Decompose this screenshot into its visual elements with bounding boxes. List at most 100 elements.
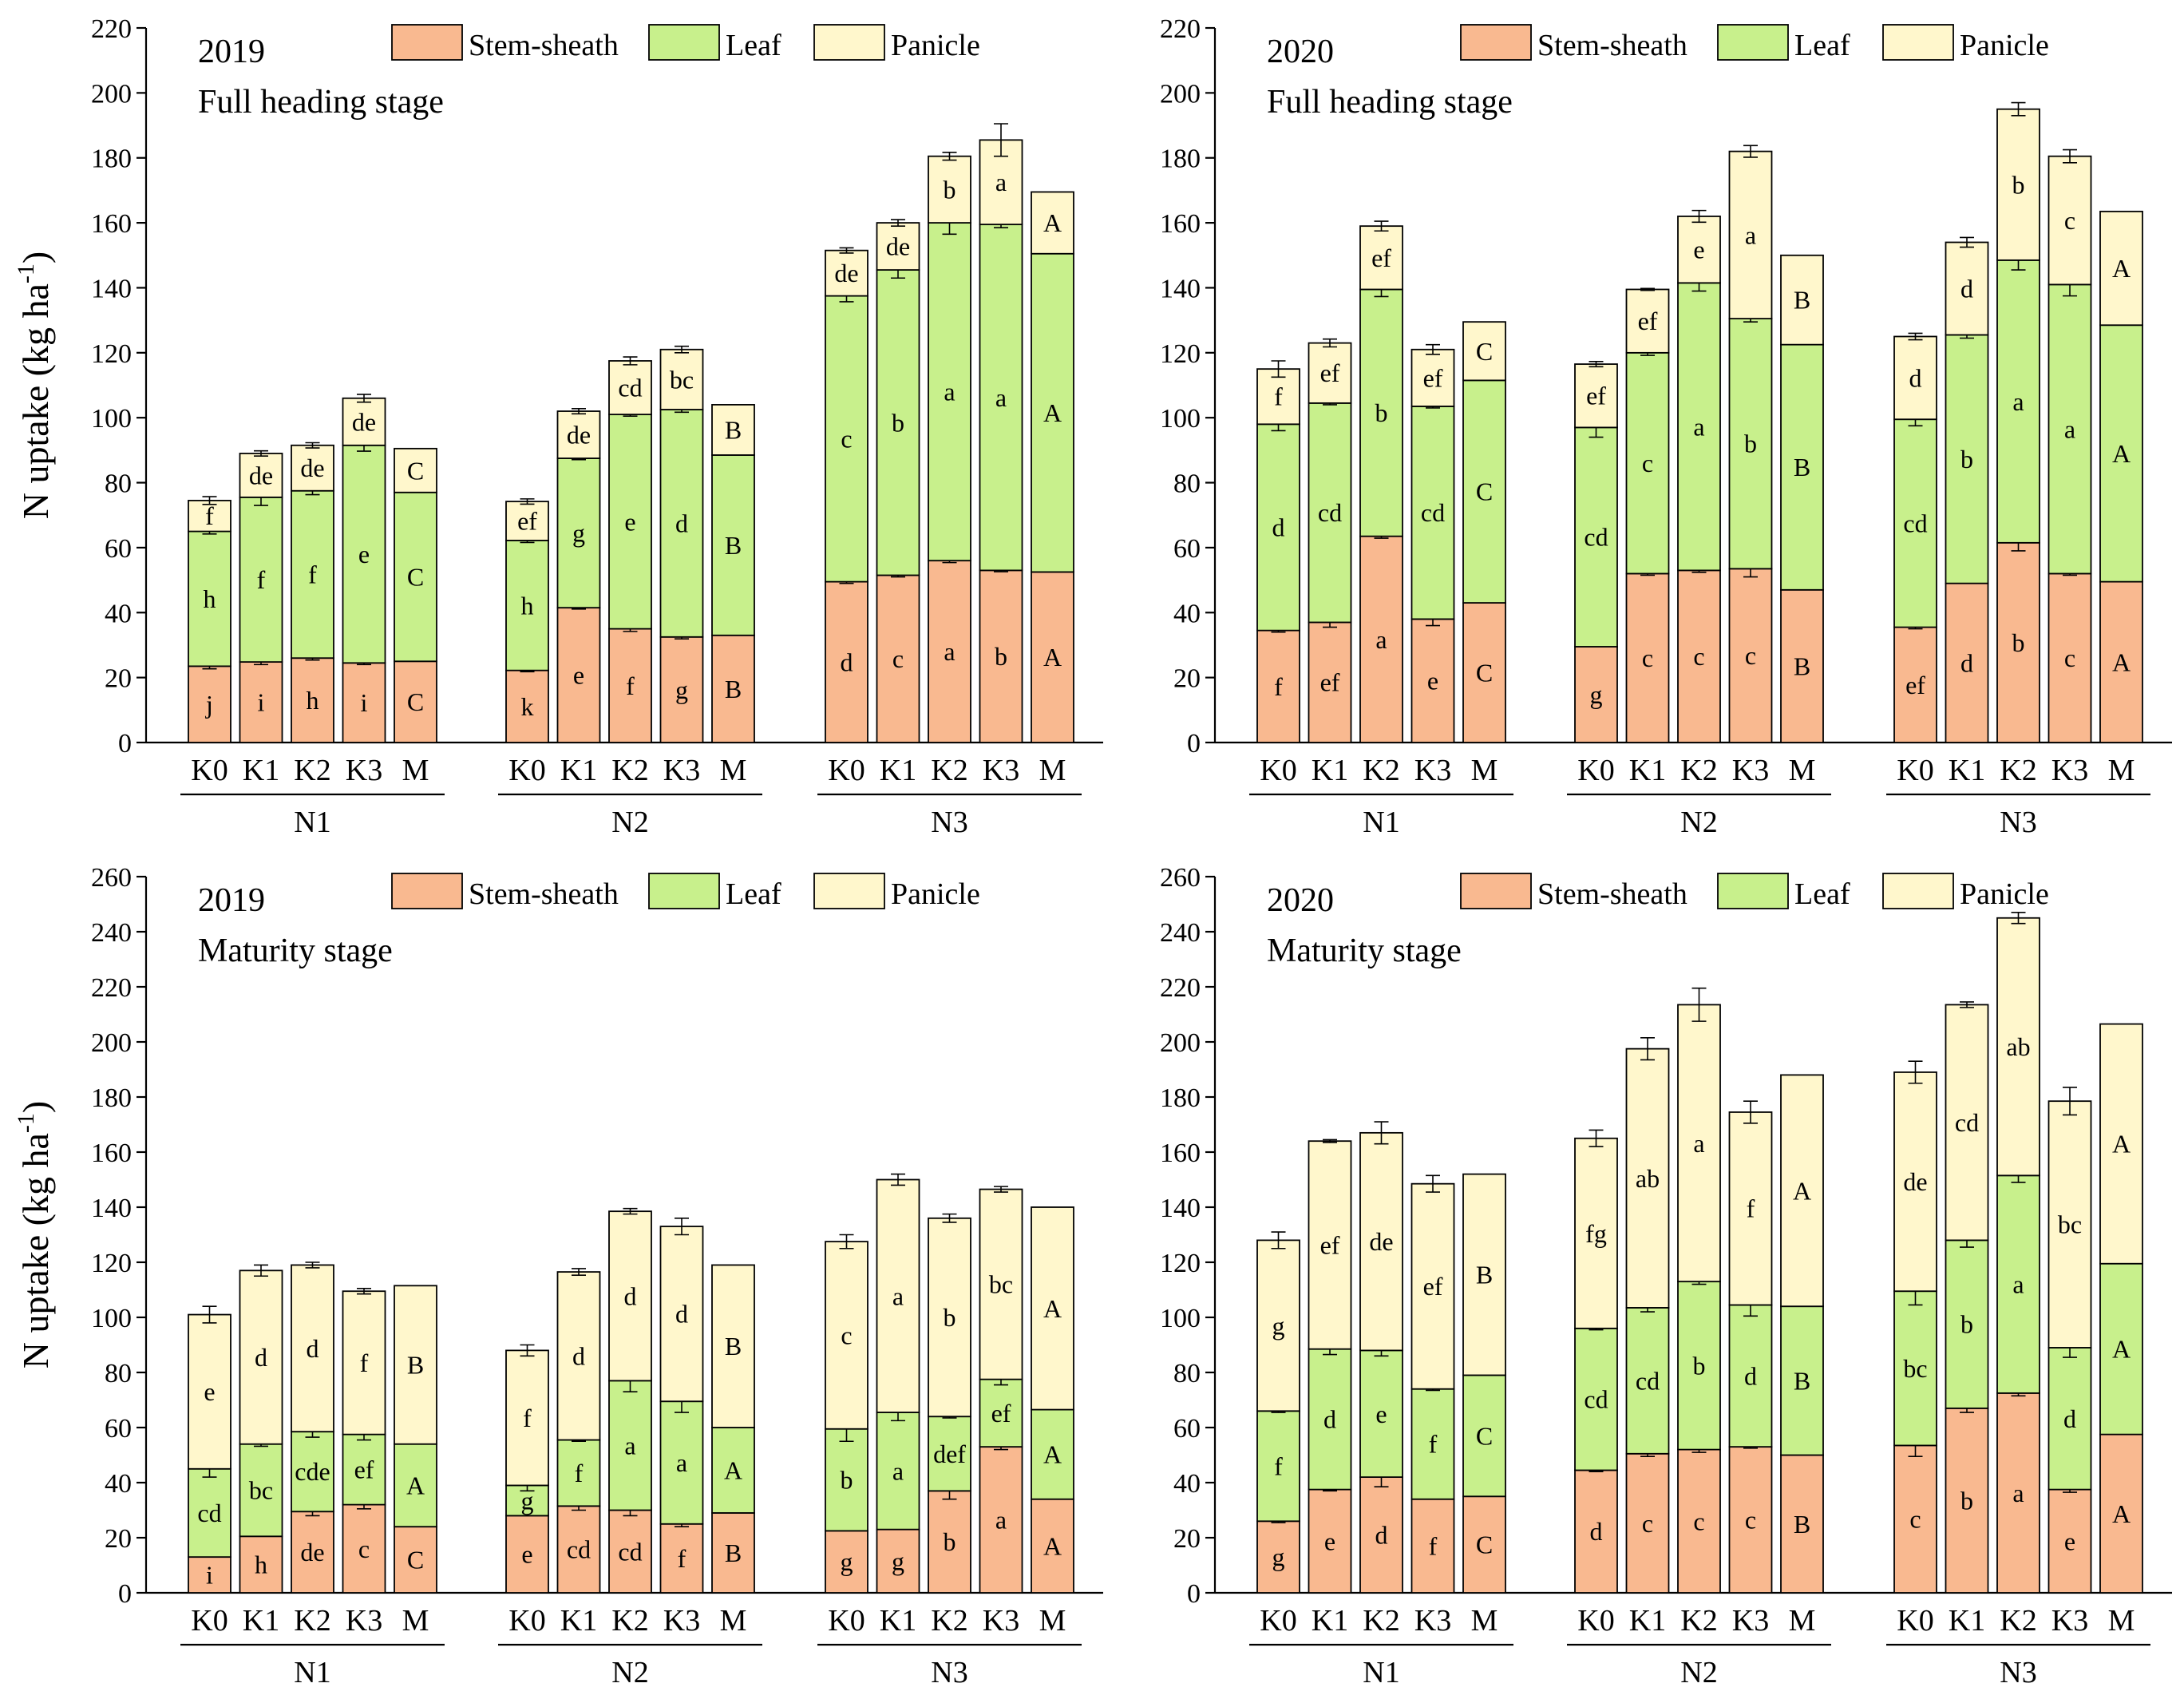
y-tick-label: 40: [1173, 1469, 1201, 1499]
bar-N3-K0: c bc de: [1893, 1060, 1937, 1594]
bar-N1-K1: h bc d: [239, 1264, 283, 1594]
y-tick-label: 60: [1173, 1414, 1201, 1444]
significance-letter-leaf: cd: [197, 1499, 221, 1527]
bar-segment-panicle: [556, 1271, 601, 1441]
y-tick-label: 140: [91, 1194, 132, 1223]
significance-letter-panicle: cd: [618, 374, 642, 402]
bar-segment-leaf: [1893, 1290, 1937, 1447]
x-tick-label: M: [1789, 1604, 1816, 1638]
x-tick-label: K2: [1680, 1604, 1717, 1638]
significance-letter-leaf: cd: [1903, 509, 1927, 537]
x-tick-label: K2: [931, 754, 967, 787]
significance-letter-leaf: b: [1744, 430, 1757, 458]
significance-letter-panicle: ef: [1638, 307, 1658, 335]
bar-segment-panicle: [979, 1188, 1023, 1380]
group-label: N1: [1363, 806, 1399, 839]
y-tick-label: 140: [1160, 274, 1201, 303]
x-tick-label: K2: [611, 1604, 648, 1638]
y-tick-label: 200: [1160, 79, 1201, 109]
significance-letter-stem: f: [678, 1544, 686, 1573]
panel-year: 2020: [1267, 882, 1334, 919]
significance-letter-stem: c: [892, 644, 904, 673]
significance-letter-panicle: de: [1903, 1167, 1927, 1196]
bar-segment-leaf: [1780, 343, 1824, 591]
significance-letter-leaf: g: [572, 519, 585, 548]
y-tick-label: 60: [105, 534, 132, 564]
significance-letter-leaf: A: [724, 1455, 742, 1484]
significance-letter-stem: d: [1960, 648, 1973, 677]
bar-segment-stem: [1945, 1407, 1989, 1594]
significance-letter-panicle: de: [1369, 1227, 1393, 1256]
significance-letter-stem: h: [255, 1550, 267, 1579]
bar-segment-panicle: [608, 360, 652, 416]
bar-segment-leaf: [608, 1380, 652, 1511]
significance-letter-leaf: b: [1960, 1310, 1973, 1339]
bar-N2-K2: c b a: [1677, 987, 1721, 1594]
x-tick-label: K2: [1363, 1604, 1399, 1638]
bar-N1-M: C C C: [394, 447, 437, 743]
bar-N1-K3: f f ef: [1410, 1174, 1455, 1594]
bar-segment-stem: [505, 1515, 549, 1594]
bar-segment-panicle: [876, 1178, 920, 1413]
significance-letter-leaf: cd: [1584, 1385, 1608, 1414]
significance-letter-panicle: d: [675, 1300, 688, 1329]
bar-N2-K2: f e cd: [608, 356, 652, 743]
bar-segment-stem: [928, 1490, 971, 1594]
x-tick-label: K2: [2000, 1604, 2036, 1638]
bar-segment-stem: [1996, 1392, 2040, 1594]
significance-letter-stem: j: [205, 690, 213, 719]
bar-segment-leaf: [1410, 1388, 1455, 1500]
significance-letter-stem: h: [307, 686, 319, 715]
significance-letter-panicle: g: [1272, 1311, 1285, 1340]
bar-segment-leaf: [979, 1378, 1023, 1448]
legend-panicle-label: Panicle: [891, 29, 980, 62]
significance-letter-leaf: ef: [354, 1455, 374, 1484]
bar-segment-panicle: [1359, 225, 1403, 291]
significance-letter-leaf: d: [1323, 1405, 1336, 1434]
x-tick-label: M: [1471, 754, 1498, 787]
y-tick-label: 160: [91, 1139, 132, 1168]
bar-segment-stem: [1308, 621, 1352, 743]
bar-N2-K0: d cd fg: [1574, 1129, 1618, 1594]
bar-N1-K3: e cd ef: [1410, 343, 1455, 743]
y-axis-label-end: ): [15, 251, 56, 263]
bar-segment-panicle: [188, 500, 231, 533]
bar-segment-panicle: [825, 249, 868, 297]
significance-letter-panicle: c: [2064, 206, 2075, 235]
significance-letter-leaf: a: [2064, 414, 2075, 443]
legend-leaf-label: Leaf: [726, 29, 781, 62]
significance-letter-stem: A: [2112, 1499, 2131, 1528]
bar-segment-stem: [2099, 580, 2143, 743]
significance-letter-leaf: e: [1375, 1400, 1387, 1428]
significance-letter-panicle: A: [1043, 1294, 1062, 1323]
bar-segment-stem: [1893, 626, 1937, 743]
bar-N3-K1: c b de: [876, 219, 920, 743]
significance-letter-panicle: a: [1693, 1129, 1704, 1158]
group-N3: d c de K0 c b de K1 a a b K2 b a a K3 A A A M N3: [817, 123, 1082, 839]
significance-letter-stem: c: [1642, 1509, 1653, 1538]
x-tick-label: K3: [983, 1604, 1019, 1638]
group-N2: g cd ef K0 c c ef K1 c a e K2 c b a K3 B B B M N2: [1567, 145, 1831, 839]
significance-letter-stem: A: [1043, 1531, 1062, 1560]
y-tick-label: 100: [91, 404, 132, 434]
significance-letter-stem: a: [1375, 625, 1387, 654]
significance-letter-leaf: d: [1744, 1361, 1757, 1390]
significance-letter-leaf: B: [1794, 1366, 1810, 1395]
bar-N1-M: C C C: [1462, 321, 1506, 743]
significance-letter-stem: c: [1909, 1505, 1921, 1534]
legend-panicle-swatch: [813, 873, 885, 909]
significance-letter-panicle: ef: [517, 507, 537, 536]
x-tick-label: K0: [1260, 1604, 1296, 1638]
bar-segment-leaf: [1256, 1410, 1300, 1523]
bar-segment-leaf: [239, 496, 283, 663]
group-label: N2: [1680, 806, 1717, 839]
significance-letter-stem: g: [1590, 680, 1603, 709]
significance-letter-stem: b: [1960, 1486, 1973, 1515]
bar-segment-panicle: [711, 404, 755, 456]
significance-letter-stem: C: [1476, 1531, 1493, 1559]
significance-letter-leaf: cd: [1318, 498, 1342, 527]
bar-segment-leaf: [1677, 1281, 1721, 1451]
